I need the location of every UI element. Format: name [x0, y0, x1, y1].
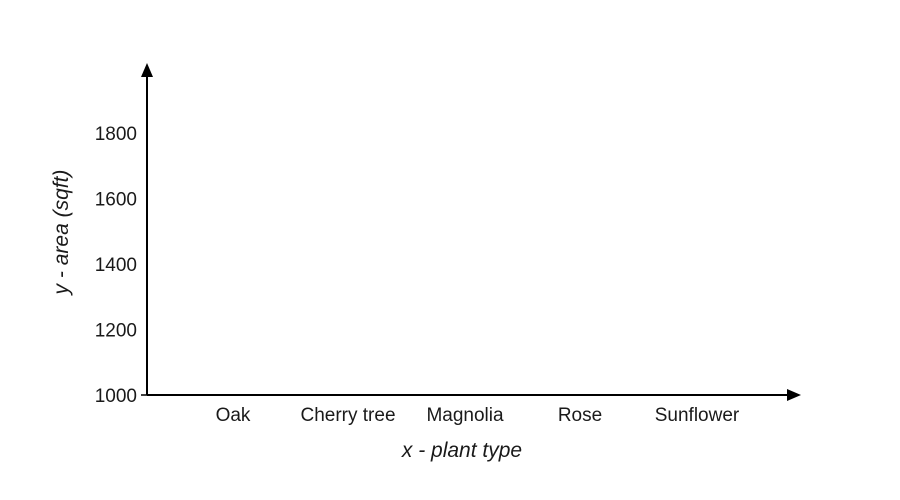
x-tick-label: Oak — [216, 405, 251, 426]
y-tick-label: 1200 — [95, 321, 137, 342]
y-tick-label: 1800 — [95, 124, 137, 145]
x-ticks: Oak Cherry tree Magnolia Rose Sunflower — [216, 405, 740, 426]
x-tick-label: Rose — [558, 405, 602, 426]
y-ticks: 1000 1200 1400 1600 1800 — [95, 124, 147, 407]
y-tick-label: 1600 — [95, 190, 137, 211]
x-tick-label: Cherry tree — [300, 405, 395, 426]
y-tick-label: 1400 — [95, 255, 137, 276]
y-axis-title: y - area (sqft) — [50, 170, 73, 297]
y-axis-arrow-icon — [141, 63, 153, 77]
y-tick-label: 1000 — [95, 386, 137, 407]
x-axis-title: x - plant type — [401, 439, 522, 462]
x-tick-label: Sunflower — [655, 405, 740, 426]
axes — [141, 63, 801, 401]
x-tick-label: Magnolia — [426, 405, 504, 426]
x-axis-arrow-icon — [787, 389, 801, 401]
